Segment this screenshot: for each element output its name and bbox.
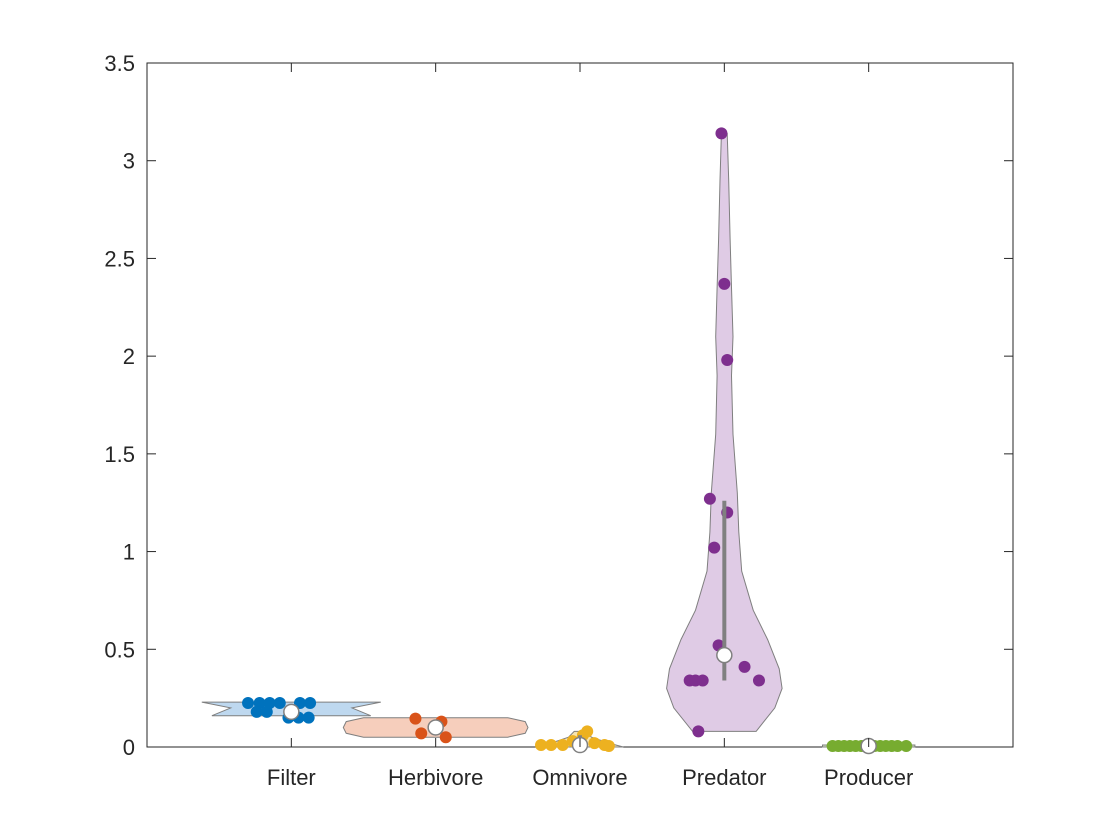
violin-group-predator [666,127,783,738]
data-point [273,697,286,710]
x-tick-label: Omnivore [532,765,627,790]
plot-area [146,62,1014,748]
data-point [602,740,615,753]
x-tick-label: Producer [824,765,913,790]
x-tick-label: Filter [267,765,316,790]
data-point [752,674,765,687]
data-point [304,697,317,710]
median-marker [716,646,733,664]
data-point [715,127,728,140]
data-point [588,737,601,750]
median-marker [427,719,444,736]
y-tick-label: 1 [123,540,135,565]
y-tick-label: 2.5 [104,246,135,271]
y-tick-label: 3 [123,149,135,174]
data-point [260,705,273,718]
data-point [703,492,716,505]
violin-group-filter [201,697,381,724]
data-point [439,731,452,744]
data-point [718,277,731,290]
data-point [415,727,428,740]
y-axis: 0 0.5 1 1.5 2 2.5 3 3.5 [104,51,1013,760]
data-point [250,705,263,718]
y-tick-label: 0 [123,735,135,760]
data-point [696,674,709,687]
data-point [708,541,721,554]
data-point [581,725,594,738]
y-tick-label: 3.5 [104,51,135,76]
data-point [535,739,548,752]
y-tick-label: 1.5 [104,442,135,467]
x-axis: Filter Herbivore Omnivore Predator Producer [267,63,913,790]
data-point [891,740,904,753]
y-tick-label: 2 [123,344,135,369]
data-point [738,660,751,673]
data-point [545,739,558,752]
x-tick-label: Herbivore [388,765,483,790]
data-point [409,712,422,725]
data-point [900,740,913,753]
x-tick-label: Predator [682,765,766,790]
data-point [721,354,734,367]
y-tick-label: 0.5 [104,637,135,662]
violins [201,127,916,755]
data-point [556,739,569,752]
data-point [242,697,255,710]
data-point [302,711,315,724]
data-point [692,725,705,738]
median-marker [283,703,300,721]
violin-group-herbivore [342,712,529,744]
